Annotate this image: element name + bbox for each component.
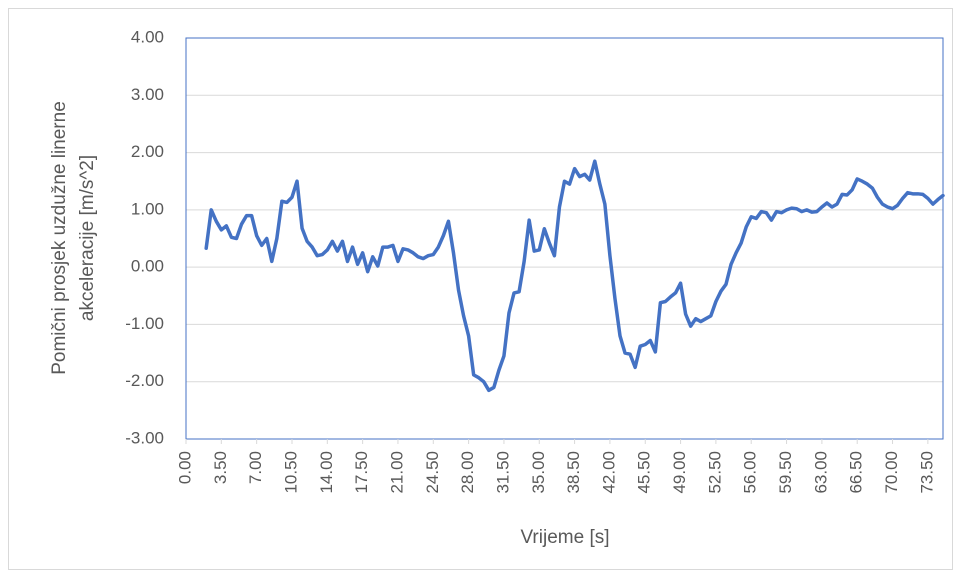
- chart-border: [8, 8, 953, 570]
- x-tick-label: 52.50: [705, 451, 724, 494]
- y-axis-title: Pomični prosjek uzdužne linerne: [49, 101, 70, 375]
- y-tick-label: 2.00: [131, 142, 164, 161]
- x-axis-title: Vrijeme [s]: [520, 527, 609, 548]
- x-tick-label: 45.50: [635, 451, 654, 494]
- y-tick-label: 0.00: [131, 257, 164, 276]
- x-tick-label: 66.50: [847, 451, 866, 494]
- y-tick-label: 3.00: [131, 85, 164, 104]
- x-tick-label: 14.00: [317, 451, 336, 494]
- x-tick-label: 59.50: [776, 451, 795, 494]
- x-tick-label: 49.00: [670, 451, 689, 494]
- x-tick-label: 24.50: [423, 451, 442, 494]
- x-tick-label: 3.50: [211, 451, 230, 484]
- y-axis-title: akceleracije [m/s^2]: [77, 155, 98, 321]
- x-tick-label: 21.00: [387, 451, 406, 494]
- x-tick-label: 31.50: [493, 451, 512, 494]
- x-tick-label: 73.50: [917, 451, 936, 494]
- plot-border: [185, 37, 944, 440]
- y-tick-label: -3.00: [125, 428, 164, 447]
- x-tick-label: 42.00: [599, 451, 618, 494]
- x-tick-label: 7.00: [246, 451, 265, 484]
- x-tick-label: 35.00: [529, 451, 548, 494]
- x-tick-label: 56.00: [741, 451, 760, 494]
- x-tick-label: 63.00: [811, 451, 830, 494]
- x-tick-label: 38.50: [564, 451, 583, 494]
- data-line: [204, 159, 945, 393]
- x-tick-label: 10.50: [281, 451, 300, 494]
- x-tick-label: 70.00: [882, 451, 901, 494]
- x-tick-label: 17.50: [352, 451, 371, 494]
- y-tick-label: -2.00: [125, 371, 164, 390]
- x-tick-label: 28.00: [458, 451, 477, 494]
- x-tick-label: 0.00: [175, 451, 194, 484]
- y-tick-label: 1.00: [131, 199, 164, 218]
- y-tick-label: -1.00: [125, 314, 164, 333]
- y-tick-label: 4.00: [131, 27, 164, 46]
